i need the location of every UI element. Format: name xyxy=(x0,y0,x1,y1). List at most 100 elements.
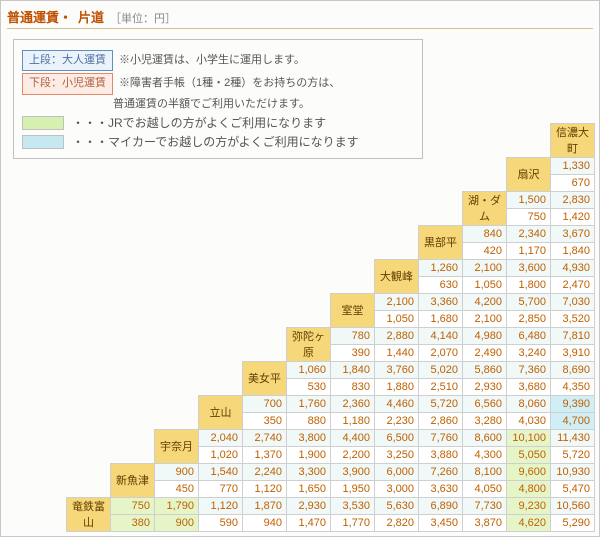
fare-adult: 3,800 xyxy=(287,430,331,447)
note-1: ※小児運賃は、小学生に運用します。 xyxy=(119,53,305,68)
fare-child: 3,520 xyxy=(551,311,595,328)
fare-child: 2,930 xyxy=(463,379,507,396)
fare-child: 1,950 xyxy=(331,481,375,498)
fare-adult: 1,500 xyxy=(507,192,551,209)
fare-adult: 3,530 xyxy=(331,498,375,515)
fare-adult: 3,360 xyxy=(419,294,463,311)
station-10: 新魚津 xyxy=(111,464,155,498)
fare-adult: 7,730 xyxy=(463,498,507,515)
fare-adult: 5,860 xyxy=(463,362,507,379)
fare-child: 4,350 xyxy=(551,379,595,396)
fare-child: 590 xyxy=(199,515,243,532)
fare-child: 750 xyxy=(507,209,551,226)
fare-adult: 3,300 xyxy=(287,464,331,481)
fare-adult: 10,560 xyxy=(551,498,595,515)
note-2: ※障害者手帳（1種・2種）をお持ちの方は、 xyxy=(119,76,340,91)
fare-adult: 7,810 xyxy=(551,328,595,345)
fare-child: 530 xyxy=(287,379,331,396)
fare-child: 3,240 xyxy=(507,345,551,362)
fare-child: 1,470 xyxy=(287,515,331,532)
fare-adult: 6,560 xyxy=(463,396,507,413)
fare-child: 830 xyxy=(331,379,375,396)
fare-child: 350 xyxy=(243,413,287,430)
fare-adult: 2,880 xyxy=(375,328,419,345)
fare-child: 1,370 xyxy=(243,447,287,464)
fare-adult: 3,670 xyxy=(551,226,595,243)
fare-child: 630 xyxy=(419,277,463,294)
fare-child: 3,280 xyxy=(463,413,507,430)
fare-adult: 2,740 xyxy=(243,430,287,447)
fare-child: 3,000 xyxy=(375,481,419,498)
station-0: 信濃大町 xyxy=(551,124,595,158)
fare-child: 5,050 xyxy=(507,447,551,464)
fare-adult: 1,540 xyxy=(199,464,243,481)
fare-grid: 信濃大町扇沢1,330670湖・ダム1,5002,8307501,420黒部平8… xyxy=(66,123,595,532)
title: 普通運賃・ 片道 ［単位：円］ xyxy=(7,7,593,29)
fare-adult: 900 xyxy=(155,464,199,481)
fare-child: 450 xyxy=(155,481,199,498)
fare-adult: 7,030 xyxy=(551,294,595,311)
fare-frame: 普通運賃・ 片道 ［単位：円］ 上段：大人運賃 ※小児運賃は、小学生に運用します… xyxy=(0,0,600,537)
fare-adult: 7,760 xyxy=(419,430,463,447)
fare-adult: 2,340 xyxy=(507,226,551,243)
fare-child: 5,290 xyxy=(551,515,595,532)
fare-adult: 2,830 xyxy=(551,192,595,209)
fare-adult: 4,200 xyxy=(463,294,507,311)
fare-child: 2,100 xyxy=(463,311,507,328)
fare-adult: 5,020 xyxy=(419,362,463,379)
fare-child: 2,860 xyxy=(419,413,463,430)
fare-adult: 1,330 xyxy=(551,158,595,175)
fare-adult: 1,840 xyxy=(331,362,375,379)
fare-child: 4,800 xyxy=(507,481,551,498)
fare-child: 2,820 xyxy=(375,515,419,532)
fare-child: 1,050 xyxy=(375,311,419,328)
station-1: 扇沢 xyxy=(507,158,551,192)
station-4: 大観峰 xyxy=(375,260,419,294)
fare-child: 2,490 xyxy=(463,345,507,362)
swatch-car xyxy=(22,135,64,149)
fare-child: 4,050 xyxy=(463,481,507,498)
station-11: 竜鉄富山 xyxy=(67,498,111,532)
fare-child: 1,800 xyxy=(507,277,551,294)
fare-adult: 1,870 xyxy=(243,498,287,515)
fare-child: 2,470 xyxy=(551,277,595,294)
fare-adult: 6,890 xyxy=(419,498,463,515)
fare-child: 2,230 xyxy=(375,413,419,430)
fare-adult: 11,430 xyxy=(551,430,595,447)
fare-child: 1,180 xyxy=(331,413,375,430)
fare-child: 900 xyxy=(155,515,199,532)
fare-adult: 2,360 xyxy=(331,396,375,413)
fare-child: 1,880 xyxy=(375,379,419,396)
fare-child: 880 xyxy=(287,413,331,430)
station-5: 室堂 xyxy=(331,294,375,328)
fare-child: 1,170 xyxy=(507,243,551,260)
fare-adult: 6,000 xyxy=(375,464,419,481)
pill-child: 下段：小児運賃 xyxy=(22,73,113,94)
fare-child: 3,870 xyxy=(463,515,507,532)
fare-adult: 4,930 xyxy=(551,260,595,277)
station-8: 立山 xyxy=(199,396,243,430)
fare-adult: 5,700 xyxy=(507,294,551,311)
fare-adult: 1,760 xyxy=(287,396,331,413)
note-3: 普通運賃の半額でご利用いただけます。 xyxy=(102,97,310,112)
fare-adult: 1,120 xyxy=(199,498,243,515)
title-sub: 片道 xyxy=(78,7,104,26)
fare-child: 1,900 xyxy=(287,447,331,464)
fare-adult: 4,140 xyxy=(419,328,463,345)
fare-child: 390 xyxy=(331,345,375,362)
pill-adult: 上段：大人運賃 xyxy=(22,50,113,71)
fare-child: 1,840 xyxy=(551,243,595,260)
fare-adult: 700 xyxy=(243,396,287,413)
fare-child: 3,680 xyxy=(507,379,551,396)
fare-adult: 4,400 xyxy=(331,430,375,447)
fare-adult: 750 xyxy=(111,498,155,515)
fare-adult: 9,600 xyxy=(507,464,551,481)
fare-child: 5,720 xyxy=(551,447,595,464)
fare-adult: 6,480 xyxy=(507,328,551,345)
fare-child: 3,250 xyxy=(375,447,419,464)
fare-child: 2,850 xyxy=(507,311,551,328)
station-6: 弥陀ヶ原 xyxy=(287,328,331,362)
fare-adult: 2,100 xyxy=(463,260,507,277)
fare-adult: 8,060 xyxy=(507,396,551,413)
fare-adult: 5,630 xyxy=(375,498,419,515)
